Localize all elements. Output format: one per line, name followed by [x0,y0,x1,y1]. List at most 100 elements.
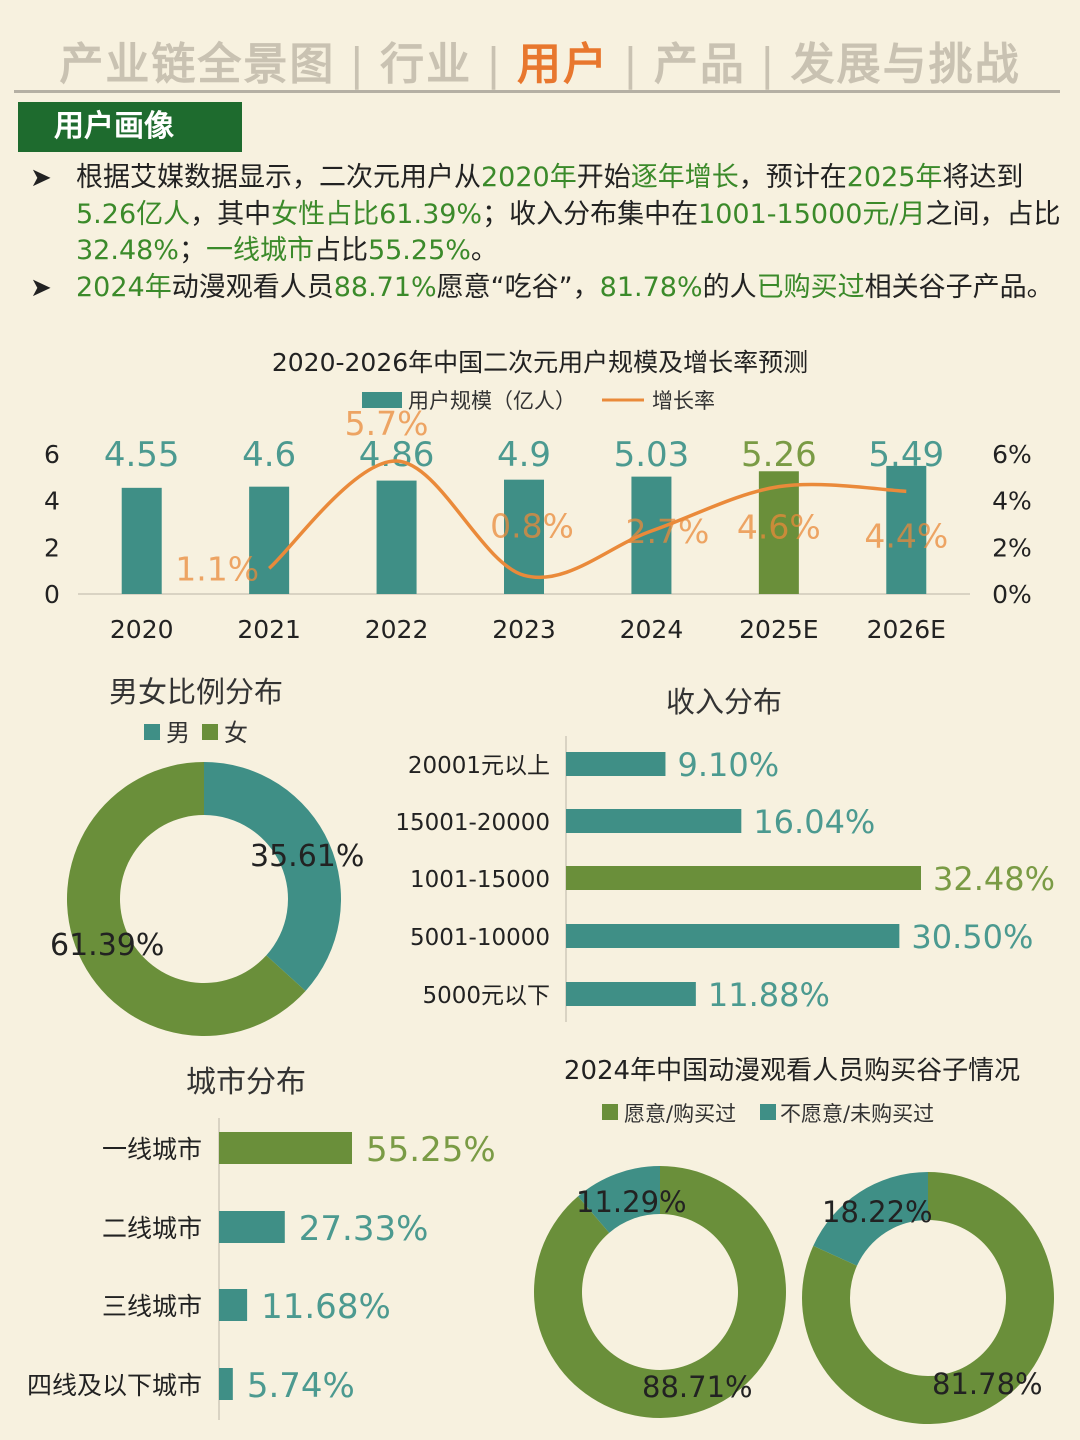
x-tick-label: 2024 [620,615,684,644]
nav-item-0[interactable]: 产业链全景图 [59,39,336,90]
highlight-text: 55.25% [367,235,471,266]
bar-value-label: 11.68% [261,1287,391,1327]
legend-label-male: 男 [166,719,190,747]
pie-value-label: 35.61% [250,839,364,874]
bar-income [566,924,900,948]
bar-user-scale [249,486,290,594]
legend-label-unwilling: 不愿意/未购买过 [780,1102,934,1126]
category-label: 20001元以上 [408,753,550,779]
legend-swatch-male [144,724,160,740]
y-left-tick-label: 6 [44,440,60,469]
bar-value-label: 4.9 [497,435,551,475]
growth-rate-label: 1.1% [175,549,259,588]
bar-value-label: 16.04% [753,803,875,841]
body-text: 将达到 [942,162,1024,193]
highlight-text: 2024年 [76,271,172,303]
body-text: 的人 [702,271,757,303]
growth-rate-line [268,459,907,580]
bar-city [219,1289,248,1321]
category-label: 5000元以下 [422,983,550,1009]
y-left-tick-label: 2 [44,533,60,562]
legend-label-willing: 愿意/购买过 [624,1102,736,1126]
pie-slice-male [204,762,342,991]
bar-value-label: 27.33% [299,1209,429,1249]
highlight-text: 1001-15000元/月 [698,198,926,230]
y-right-tick-label: 0% [992,580,1032,609]
pie-slice-female [67,762,306,1036]
legend-swatch-unwilling [760,1104,776,1120]
highlight-text: 女性占比61.39% [271,198,483,230]
category-label: 二线城市 [102,1214,202,1243]
legend-label-female: 女 [224,719,248,747]
bar-value-label: 32.48% [933,860,1055,898]
nav-separator: | [759,39,777,90]
chart-title: 2020-2026年中国二次元用户规模及增长率预测 [272,348,808,377]
bar-income [566,752,666,776]
x-tick-label: 2022 [365,615,429,644]
highlight-text: 逐年增长 [630,162,739,193]
summary-bullets: ➤ 根据艾媒数据显示，二次元用户从2020年开始逐年增长，预计在2025年将达到 5… [30,160,1066,306]
x-tick-label: 2020 [110,615,174,644]
bar-user-scale [886,465,927,594]
pie-value-label: 18.22% [822,1195,933,1229]
bar-value-label: 11.88% [708,976,830,1014]
x-tick-label: 2026E [867,615,946,644]
highlight-text: 32.48% [76,235,179,266]
arrow-bullet-icon: ➤ [30,272,52,303]
nav-item-3[interactable]: 产品 [653,39,746,90]
chart-title: 城市分布 [186,1065,306,1100]
bar-value-label: 4.55 [104,435,180,475]
highlight-text: 5.26亿人 [76,198,191,230]
bar-value-label: 5.03 [614,435,690,475]
bar-city [219,1211,285,1243]
bar-value-label: 5.26 [741,435,817,475]
bar-value-label: 5.74% [247,1366,355,1406]
bar-user-scale [121,487,162,594]
chart-title: 2024年中国动漫观看人员购买谷子情况 [564,1056,1020,1086]
body-text: 动漫观看人员 [171,271,334,303]
category-label: 1001-15000 [410,867,550,893]
pie-slice-no [577,1166,660,1233]
summary-bullet: ➤ 根据艾媒数据显示，二次元用户从2020年开始逐年增长，预计在2025年将达到 5… [30,160,1066,270]
body-text: 之间，占比 [925,198,1061,230]
y-right-tick-label: 4% [992,487,1032,516]
growth-rate-label: 4.6% [737,508,821,547]
body-text: ，预计在 [738,162,847,193]
category-label: 三线城市 [102,1292,202,1321]
body-text: 根据艾媒数据显示，二次元用户从 [76,162,481,193]
y-right-tick-label: 2% [992,533,1032,562]
pie-slice-yes [534,1166,786,1418]
bar-value-label: 9.10% [677,746,779,784]
top-navigation: 产业链全景图 | 行业 | 用户 | 产品 | 发展与挑战 [0,28,1080,92]
chart-title: 男女比例分布 [109,675,283,709]
nav-item-2[interactable]: 用户 [517,39,609,90]
highlight-text: 一线城市 [205,235,314,266]
x-tick-label: 2021 [237,615,301,644]
bar-value-label: 55.25% [366,1130,496,1170]
bar-user-scale [758,471,799,594]
bar-income [566,982,696,1006]
nav-separator: | [486,39,503,90]
x-tick-label: 2023 [492,615,556,644]
category-label: 四线及以下城市 [27,1371,202,1400]
bar-value-label: 4.6 [242,435,296,475]
growth-rate-label: 4.4% [864,516,948,555]
pie-value-label: 88.71% [642,1370,753,1404]
bar-city [219,1132,352,1164]
pie-slice-yes [801,1172,1054,1425]
nav-divider [14,90,1060,93]
category-label: 一线城市 [102,1135,202,1164]
bar-city [219,1368,233,1400]
body-text: ； [178,235,206,266]
bar-income [566,866,921,890]
growth-rate-label: 5.7% [345,404,429,443]
body-text: 相关谷子产品。 [864,271,1054,303]
nav-item-4[interactable]: 发展与挑战 [790,39,1021,90]
growth-rate-label: 0.8% [490,506,574,545]
nav-item-1[interactable]: 行业 [380,39,473,90]
growth-rate-label: 2.7% [626,512,710,551]
highlight-text: 已购买过 [756,271,865,303]
legend-label-line: 增长率 [652,389,715,413]
highlight-text: 88.71% [333,271,437,303]
summary-bullet: ➤ 2024年动漫观看人员88.71%愿意“吃谷”，81.78%的人已购买过相关谷… [30,270,1066,307]
